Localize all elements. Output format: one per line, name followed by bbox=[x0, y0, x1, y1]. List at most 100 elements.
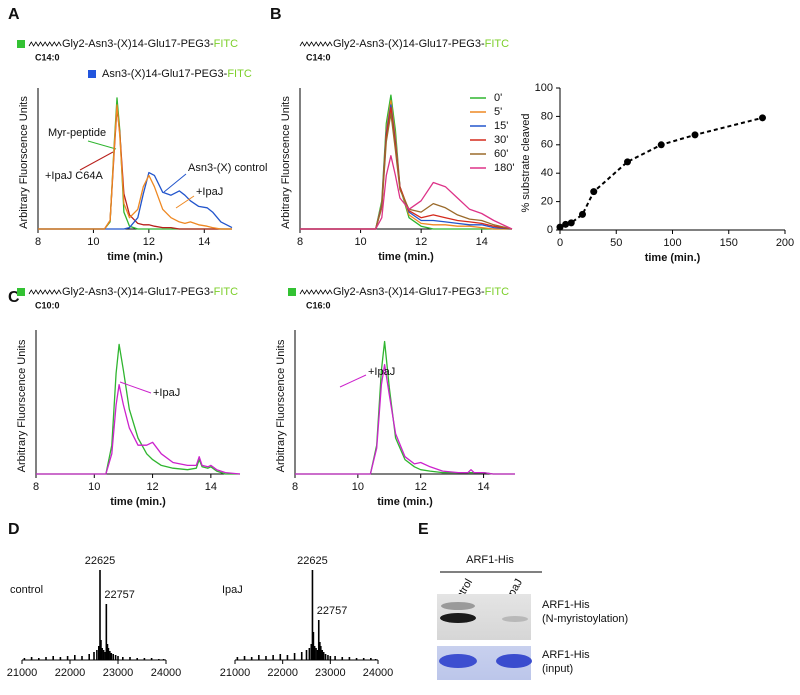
peak-label: 22625 bbox=[85, 555, 116, 567]
data-point bbox=[590, 188, 598, 196]
legend-label: 0' bbox=[494, 92, 502, 104]
substrate-label: Gly2-Asn3-(X)14-Glu17-PEG3-FITC bbox=[333, 286, 509, 298]
lipid-chain bbox=[299, 41, 333, 47]
x-tick-label: 12 bbox=[415, 236, 427, 248]
data-point bbox=[567, 219, 575, 227]
y-tick-label: 100 bbox=[535, 82, 553, 94]
panel-label: B bbox=[270, 6, 282, 23]
chart-title: control bbox=[10, 584, 43, 596]
x-tick-label: 22000 bbox=[267, 667, 298, 679]
x-axis-label: time (min.) bbox=[377, 496, 433, 508]
label-leader bbox=[175, 195, 195, 209]
series-label: Myr-peptide bbox=[48, 127, 106, 139]
x-tick-label: 0 bbox=[557, 237, 563, 249]
x-tick-label: 14 bbox=[205, 481, 217, 493]
substrate-tag: FITC bbox=[214, 286, 238, 298]
gel-band bbox=[441, 602, 475, 610]
substrate-tag: FITC bbox=[227, 68, 251, 80]
x-tick-label: 8 bbox=[35, 236, 41, 248]
legend-label: 30' bbox=[494, 134, 508, 146]
x-tick-label: 150 bbox=[720, 237, 738, 249]
legend-label: 15' bbox=[494, 120, 508, 132]
substrate-label: Gly2-Asn3-(X)14-Glu17-PEG3-FITC bbox=[62, 286, 238, 298]
series-label: +IpaJ bbox=[153, 387, 180, 399]
label-leader bbox=[87, 140, 117, 150]
x-tick-label: 23000 bbox=[315, 667, 346, 679]
x-axis-label: time (min.) bbox=[107, 251, 163, 263]
panel-label: A bbox=[8, 6, 20, 23]
substrate-name: Gly2-Asn3-(X)14-Glu17-PEG3- bbox=[62, 38, 214, 50]
legend-label: 180' bbox=[494, 162, 514, 174]
x-tick-label: 12 bbox=[415, 481, 427, 493]
x-tick-label: 14 bbox=[198, 236, 210, 248]
x-axis-label: time (min.) bbox=[645, 252, 701, 264]
x-tick-label: 10 bbox=[87, 236, 99, 248]
series-line bbox=[300, 94, 512, 230]
x-tick-label: 8 bbox=[33, 481, 39, 493]
series-label: +IpaJ bbox=[368, 366, 395, 378]
label-leader bbox=[339, 374, 367, 388]
lipid-label: C16:0 bbox=[306, 300, 331, 310]
data-point bbox=[556, 223, 564, 231]
data-point bbox=[579, 210, 586, 218]
x-axis-label: time (min.) bbox=[378, 251, 434, 263]
panel-label: E bbox=[418, 521, 429, 538]
substrate-name: Gly2-Asn3-(X)14-Glu17-PEG3- bbox=[62, 286, 214, 298]
substrate-marker bbox=[17, 288, 25, 296]
x-tick-label: 22000 bbox=[55, 667, 86, 679]
gel-row-label: ARF1-His bbox=[542, 599, 590, 611]
substrate-label: Gly2-Asn3-(X)14-Glu17-PEG3-FITC bbox=[62, 38, 238, 50]
series-line bbox=[295, 340, 515, 475]
substrate-label: Asn3-(X)14-Glu17-PEG3-FITC bbox=[102, 68, 252, 80]
label-leader bbox=[163, 173, 187, 193]
lipid-label: C14:0 bbox=[306, 52, 331, 62]
series-line bbox=[300, 155, 513, 230]
series-label: Asn3-(X) control bbox=[188, 162, 267, 174]
substrate-tag: FITC bbox=[214, 38, 238, 50]
series-label: +IpaJ C64A bbox=[45, 170, 103, 182]
label-leader bbox=[79, 151, 114, 171]
x-tick-label: 24000 bbox=[363, 667, 394, 679]
series-line bbox=[38, 171, 233, 230]
y-axis-label: % substrate cleaved bbox=[520, 113, 532, 212]
series-label: +IpaJ bbox=[196, 186, 223, 198]
y-tick-label: 40 bbox=[541, 167, 553, 179]
trend-line bbox=[559, 116, 763, 229]
legend-label: 5' bbox=[494, 106, 502, 118]
peak-label: 22757 bbox=[104, 589, 135, 601]
substrate-label: Gly2-Asn3-(X)14-Glu17-PEG3-FITC bbox=[333, 38, 509, 50]
series-line bbox=[300, 112, 513, 230]
x-tick-label: 100 bbox=[663, 237, 681, 249]
data-point bbox=[759, 114, 766, 122]
y-tick-label: 20 bbox=[541, 196, 553, 208]
substrate-marker bbox=[17, 40, 25, 48]
chart-title: IpaJ bbox=[222, 584, 243, 596]
gel-band bbox=[440, 613, 476, 623]
x-tick-label: 21000 bbox=[7, 667, 38, 679]
gel-band bbox=[496, 654, 532, 668]
data-point bbox=[562, 220, 570, 228]
x-tick-label: 50 bbox=[610, 237, 622, 249]
data-point bbox=[691, 131, 699, 139]
label-leader bbox=[119, 381, 152, 394]
x-tick-label: 12 bbox=[143, 236, 155, 248]
gel-band bbox=[439, 654, 477, 668]
gel-band bbox=[502, 616, 528, 622]
substrate-name: Gly2-Asn3-(X)14-Glu17-PEG3- bbox=[333, 286, 485, 298]
y-axis-label: Arbitrary Fluorscence Units bbox=[280, 96, 292, 229]
series-line bbox=[295, 363, 515, 475]
panel-label: D bbox=[8, 521, 20, 538]
lipid-chain bbox=[299, 289, 333, 295]
lipid-chain bbox=[28, 289, 62, 295]
x-tick-label: 10 bbox=[88, 481, 100, 493]
x-tick-label: 200 bbox=[776, 237, 794, 249]
y-tick-label: 80 bbox=[541, 110, 553, 122]
legend-label: 60' bbox=[494, 148, 508, 160]
gel-header: ARF1-His bbox=[466, 554, 514, 566]
x-tick-label: 24000 bbox=[151, 667, 182, 679]
x-tick-label: 23000 bbox=[103, 667, 134, 679]
x-tick-label: 10 bbox=[352, 481, 364, 493]
x-tick-label: 8 bbox=[292, 481, 298, 493]
x-tick-label: 8 bbox=[297, 236, 303, 248]
